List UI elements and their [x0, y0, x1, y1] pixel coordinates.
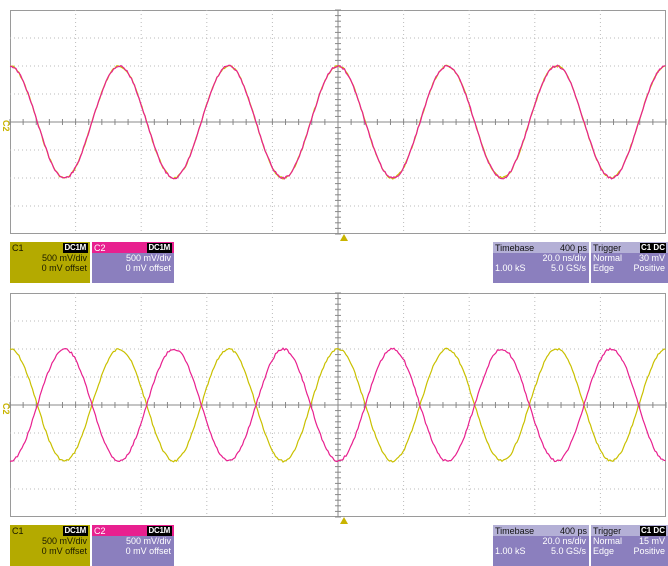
- timebase-delay: 400 ps: [559, 526, 587, 536]
- c1-coupling-badge: DC1M: [62, 526, 88, 536]
- c2-offset: 0 mV offset: [125, 263, 171, 273]
- graticule: [9, 292, 667, 518]
- c2-coupling-badge: DC1M: [146, 243, 172, 253]
- graticule: [9, 9, 667, 235]
- c2-descriptor[interactable]: C2 DC1M 500 mV/div 0 mV offset: [92, 525, 174, 566]
- c2-name: C2: [94, 526, 106, 536]
- trigger-mode: Normal: [593, 536, 623, 546]
- trigger-position-marker[interactable]: [340, 234, 348, 241]
- waveform-grid: [9, 292, 667, 518]
- waveform-grid: [9, 9, 667, 235]
- ch2-trace: [9, 347, 666, 463]
- c1-offset: 0 mV offset: [41, 546, 87, 556]
- c2-coupling-badge: DC1M: [146, 526, 172, 536]
- ch2-ground-marker: C2: [1, 120, 11, 132]
- c1-descriptor[interactable]: C1 DC1M 500 mV/div 0 mV offset: [10, 242, 90, 283]
- ch2-trace: [9, 64, 666, 180]
- timebase-rate: 5.0 GS/s: [550, 263, 586, 273]
- timebase-delay: 400 ps: [559, 243, 587, 253]
- trigger-slope: Positive: [633, 263, 665, 273]
- waveform-display: C2: [1, 292, 667, 518]
- scope-panel-top: C2 C1 DC1M 500 mV/div 0 mV offset C2 DC1M …: [1, 9, 668, 283]
- trigger-label: Trigger: [593, 243, 622, 253]
- trigger-level: 15 mV: [638, 536, 665, 546]
- c1-name: C1: [12, 243, 24, 253]
- trigger-mode: Normal: [593, 253, 623, 263]
- trigger-type: Edge: [593, 263, 615, 273]
- timebase-label: Timebase: [495, 526, 535, 536]
- scope-panel-bottom: C2 C1 DC1M 500 mV/div 0 mV offset C2 DC1M …: [0, 283, 668, 566]
- timebase-rate: 5.0 GS/s: [550, 546, 586, 556]
- trigger-level: 30 mV: [638, 253, 665, 263]
- trigger-position-marker[interactable]: [340, 517, 348, 524]
- c1-vdiv: 500 mV/div: [41, 536, 87, 546]
- timebase-samples: 1.00 kS: [495, 546, 526, 556]
- timebase-tdiv: 20.0 ns/div: [542, 253, 586, 263]
- trigger-descriptor[interactable]: Trigger C1 DC Normal 30 mV Edge Positive: [591, 242, 668, 283]
- c1-name: C1: [12, 526, 24, 536]
- timebase-descriptor[interactable]: Timebase 400 ps 20.0 ns/div 1.00 kS 5.0 GS…: [493, 242, 589, 283]
- c1-offset: 0 mV offset: [41, 263, 87, 273]
- timebase-label: Timebase: [495, 243, 535, 253]
- timebase-tdiv: 20.0 ns/div: [542, 536, 586, 546]
- timebase-descriptor[interactable]: Timebase 400 ps 20.0 ns/div 1.00 kS 5.0 GS…: [493, 525, 589, 566]
- ch1-trace: [9, 347, 666, 463]
- trigger-source-badge: C1 DC: [639, 243, 666, 253]
- timebase-samples: 1.00 kS: [495, 263, 526, 273]
- trigger-slope: Positive: [633, 546, 665, 556]
- c2-vdiv: 500 mV/div: [125, 253, 171, 263]
- waveform-display: C2: [1, 9, 667, 235]
- c1-vdiv: 500 mV/div: [41, 253, 87, 263]
- c1-descriptor[interactable]: C1 DC1M 500 mV/div 0 mV offset: [10, 525, 90, 566]
- trigger-label: Trigger: [593, 526, 622, 536]
- trigger-source-badge: C1 DC: [639, 526, 666, 536]
- c1-coupling-badge: DC1M: [62, 243, 88, 253]
- ch2-ground-marker: C2: [1, 403, 11, 415]
- c2-name: C2: [94, 243, 106, 253]
- c2-vdiv: 500 mV/div: [125, 536, 171, 546]
- trigger-type: Edge: [593, 546, 615, 556]
- c2-offset: 0 mV offset: [125, 546, 171, 556]
- trigger-descriptor[interactable]: Trigger C1 DC Normal 15 mV Edge Positive: [591, 525, 668, 566]
- c2-descriptor[interactable]: C2 DC1M 500 mV/div 0 mV offset: [92, 242, 174, 283]
